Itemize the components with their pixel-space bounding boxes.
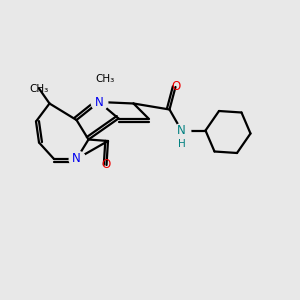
Text: CH₃: CH₃ [95, 74, 115, 85]
Text: N: N [177, 124, 186, 137]
Text: CH₃: CH₃ [29, 83, 49, 94]
Text: N: N [94, 95, 103, 109]
Text: N: N [72, 152, 81, 166]
Text: H: H [178, 139, 185, 149]
Text: O: O [102, 158, 111, 172]
Text: O: O [171, 80, 180, 94]
